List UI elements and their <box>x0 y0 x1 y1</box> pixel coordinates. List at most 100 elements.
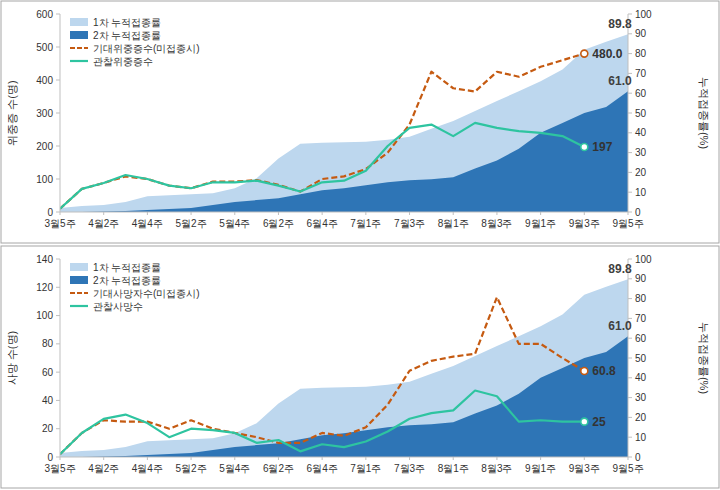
y2-tick <box>628 457 632 458</box>
y-tick-label: 400 <box>36 75 53 86</box>
y2-tick-label: 60 <box>635 88 647 99</box>
y2-tick <box>628 298 632 299</box>
x-tick-label: 5월2주 <box>176 463 207 474</box>
y-tick-label: 20 <box>42 423 54 434</box>
chart-figure: 0100200300400500600010203040506070809010… <box>0 0 720 490</box>
x-tick <box>234 457 235 460</box>
data-labels: 89.861.0480.0197 <box>581 17 632 154</box>
y2-tick-label: 40 <box>635 127 647 138</box>
legend-label: 2차 누적접종률 <box>93 275 161 286</box>
x-tick <box>103 212 104 215</box>
y2-tick-label: 80 <box>635 48 647 59</box>
y-tick-label: 300 <box>36 108 53 119</box>
x-tick <box>628 457 629 460</box>
y-axis-title: 위중증 수(명) <box>6 80 18 145</box>
legend-swatch <box>70 47 88 49</box>
x-tick <box>584 212 585 215</box>
x-tick-label: 9월3주 <box>569 463 600 474</box>
y2-tick-label: 10 <box>635 432 647 443</box>
y2-tick <box>628 212 632 213</box>
x-tick <box>540 457 541 460</box>
y-tick <box>56 343 60 344</box>
y-tick <box>56 212 60 213</box>
x-tick <box>147 457 148 460</box>
x-tick-label: 9월3주 <box>569 218 600 229</box>
area-series <box>60 336 628 457</box>
legend-label: 2차 누적접종률 <box>93 30 161 41</box>
x-tick-label: 4월2주 <box>88 463 119 474</box>
y-tick-label: 80 <box>42 338 54 349</box>
legend: 1차 누적접종률2차 누적접종률기대위중증수(미접종시)관찰위중증수 <box>70 17 200 67</box>
x-tick <box>322 457 323 460</box>
x-tick-label: 8월3주 <box>481 218 512 229</box>
y-tick <box>56 179 60 180</box>
y2-tick-label: 20 <box>635 167 647 178</box>
y2-tick <box>628 278 632 279</box>
x-tick-label: 8월3주 <box>481 463 512 474</box>
area-series <box>60 279 628 457</box>
x-tick-label: 7월1주 <box>350 463 381 474</box>
y-tick <box>56 400 60 401</box>
x-tick <box>453 457 454 460</box>
x-tick-label: 4월2주 <box>88 218 119 229</box>
legend-label: 기대위중증수(미접종시) <box>93 43 200 54</box>
x-tick-label: 7월3주 <box>394 218 425 229</box>
data-label: 61.0 <box>608 74 632 88</box>
y2-tick-label: 0 <box>635 452 641 463</box>
axes: 0100200300400500600010203040506070809010… <box>6 9 710 230</box>
y2-tick-label: 70 <box>635 313 647 324</box>
y2-tick <box>628 33 632 34</box>
y2-tick <box>628 437 632 438</box>
y-tick-label: 120 <box>36 282 53 293</box>
x-tick-label: 7월3주 <box>394 463 425 474</box>
x-tick-label: 6월4주 <box>307 218 338 229</box>
y-tick <box>56 457 60 458</box>
x-tick <box>322 212 323 215</box>
panel-frame <box>1 1 719 243</box>
y2-tick-label: 10 <box>635 187 647 198</box>
axes: 0204060801001201400102030405060708090100… <box>6 254 710 475</box>
y2-tick <box>628 132 632 133</box>
x-tick <box>365 212 366 215</box>
x-tick <box>278 212 279 215</box>
x-tick <box>60 212 61 215</box>
y-tick <box>56 287 60 288</box>
x-tick-label: 8월1주 <box>438 218 469 229</box>
x-tick <box>147 212 148 215</box>
y-tick-label: 100 <box>36 174 53 185</box>
y-axis-line <box>60 259 61 457</box>
legend-swatch <box>70 60 88 62</box>
x-tick <box>234 212 235 215</box>
y2-tick-label: 100 <box>635 254 652 265</box>
y-tick <box>56 80 60 81</box>
line-series <box>60 297 584 454</box>
data-label: 61.0 <box>608 319 632 333</box>
data-label: 60.8 <box>592 364 616 378</box>
data-labels: 89.861.060.825 <box>581 262 632 428</box>
y-tick <box>56 47 60 48</box>
y-tick-label: 60 <box>42 367 54 378</box>
x-tick-label: 9월5주 <box>612 463 643 474</box>
panel-frame <box>1 246 719 488</box>
x-tick-label: 9월1주 <box>525 463 556 474</box>
legend-swatch <box>70 292 88 294</box>
data-label: 25 <box>592 415 606 429</box>
y2-tick <box>628 338 632 339</box>
y2-tick-label: 60 <box>635 333 647 344</box>
x-tick <box>409 457 410 460</box>
x-tick <box>540 212 541 215</box>
data-label: 480.0 <box>592 47 622 61</box>
plot-area <box>60 34 628 212</box>
y2-tick-label: 30 <box>635 392 647 403</box>
x-tick <box>191 457 192 460</box>
x-tick-label: 8월1주 <box>438 463 469 474</box>
x-axis-line <box>60 457 628 458</box>
y2-tick <box>628 152 632 153</box>
data-label: 89.8 <box>608 17 632 31</box>
x-tick-label: 9월1주 <box>525 218 556 229</box>
point-marker <box>581 143 588 150</box>
x-tick <box>409 212 410 215</box>
y2-tick <box>628 192 632 193</box>
y-tick <box>56 113 60 114</box>
x-tick <box>60 457 61 460</box>
